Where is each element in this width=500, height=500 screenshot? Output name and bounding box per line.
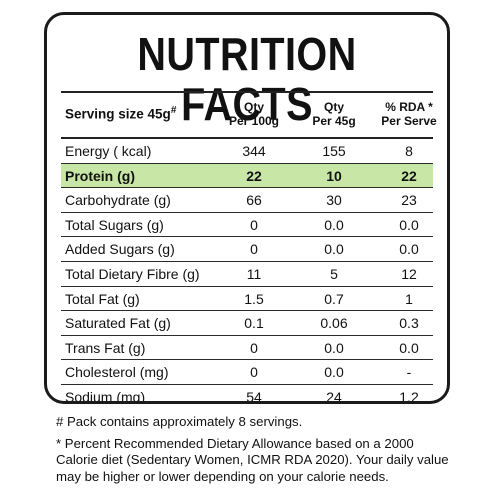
qty-per-100g: 0 xyxy=(250,364,258,381)
nutrient-name: Saturated Fat (g) xyxy=(65,315,171,332)
table-row: Protein (g) 22 10 22 xyxy=(61,163,433,189)
nutrient-name: Total Dietary Fibre (g) xyxy=(65,265,200,282)
nutrient-name: Protein (g) xyxy=(65,167,135,184)
qty-per-45g: 24 xyxy=(326,388,342,404)
qty-per-45g: 0.7 xyxy=(324,290,344,307)
rda-per-serve: 0.0 xyxy=(399,339,419,356)
rda-per-serve: 0.0 xyxy=(399,241,419,258)
table-row: Total Fat (g) 1.5 0.7 1 xyxy=(61,287,433,312)
table-row: Cholesterol (mg) 0 0.0 - xyxy=(61,360,433,385)
nutrient-name: Energy ( kcal) xyxy=(65,143,152,159)
qty-per-100g: 54 xyxy=(246,388,262,404)
qty-per-45g: 155 xyxy=(322,143,346,159)
rda-per-serve: 12 xyxy=(401,265,417,282)
rda-per-serve: 0.0 xyxy=(399,216,419,233)
header-rda-per-serve: % RDA * Per Serve xyxy=(381,100,437,128)
qty-per-100g: 22 xyxy=(246,167,262,184)
qty-per-45g: 0.0 xyxy=(324,364,344,381)
nutrient-name: Total Fat (g) xyxy=(65,290,140,307)
nutrition-facts-panel: NUTRITION FACTS Serving size 45g# Qty Per… xyxy=(44,12,450,404)
rda-per-serve: 1 xyxy=(405,290,413,307)
rda-per-serve: 0.3 xyxy=(399,315,419,332)
qty-per-100g: 0 xyxy=(250,241,258,258)
rda-per-serve: 23 xyxy=(401,192,417,209)
table-row: Sodium (mg) 54 24 1.2 xyxy=(61,385,433,404)
table-row: Total Sugars (g) 0 0.0 0.0 xyxy=(61,213,433,238)
footnote-servings: # Pack contains approximately 8 servings… xyxy=(56,414,303,429)
rda-per-serve: 8 xyxy=(405,143,413,159)
table-header: Serving size 45g# Qty Per 100g Qty Per 45g… xyxy=(61,97,437,137)
rda-per-serve: 1.2 xyxy=(399,388,419,404)
nutrient-name: Cholesterol (mg) xyxy=(65,364,169,381)
header-qty-per-100g: Qty Per 100g xyxy=(228,100,280,128)
rda-per-serve: - xyxy=(406,364,412,381)
table-row: Trans Fat (g) 0 0.0 0.0 xyxy=(61,336,433,361)
nutrient-name: Carbohydrate (g) xyxy=(65,192,171,209)
qty-per-100g: 0.1 xyxy=(244,315,264,332)
qty-per-100g: 344 xyxy=(242,143,266,159)
qty-per-100g: 11 xyxy=(246,265,262,282)
qty-per-100g: 1.5 xyxy=(244,290,264,307)
qty-per-45g: 0.0 xyxy=(324,241,344,258)
nutrient-name: Trans Fat (g) xyxy=(65,339,146,356)
table-row: Saturated Fat (g) 0.1 0.06 0.3 xyxy=(61,311,433,336)
table-row: Total Dietary Fibre (g) 11 5 12 xyxy=(61,262,433,287)
rda-per-serve: 22 xyxy=(401,167,417,184)
table-row: Added Sugars (g) 0 0.0 0.0 xyxy=(61,237,433,262)
panel-title: NUTRITION FACTS xyxy=(137,28,357,130)
qty-per-100g: 0 xyxy=(250,216,258,233)
qty-per-45g: 30 xyxy=(326,192,342,209)
qty-per-45g: 10 xyxy=(326,167,342,184)
nutrient-name: Sodium (mg) xyxy=(65,388,146,404)
nutrient-rows: Energy ( kcal) 344 155 8 Protein (g) 22 10 22 Ca… xyxy=(61,139,433,404)
qty-per-45g: 0.0 xyxy=(324,216,344,233)
nutrient-name: Added Sugars (g) xyxy=(65,241,175,258)
footnotes: # Pack contains approximately 8 servings… xyxy=(56,414,456,490)
table-row: Energy ( kcal) 344 155 8 xyxy=(61,139,433,164)
qty-per-100g: 0 xyxy=(250,339,258,356)
header-qty-per-45g: Qty Per 45g xyxy=(312,100,356,128)
nutrient-name: Total Sugars (g) xyxy=(65,216,164,233)
footnote-rda: * Percent Recommended Dietary Allowance … xyxy=(56,435,449,484)
serving-size-label: Serving size 45g# xyxy=(65,105,177,122)
table-row: Carbohydrate (g) 66 30 23 xyxy=(61,188,433,213)
qty-per-45g: 0.06 xyxy=(320,315,348,332)
title-divider xyxy=(61,91,433,93)
header-divider xyxy=(61,137,433,139)
qty-per-45g: 0.0 xyxy=(324,339,344,356)
qty-per-45g: 5 xyxy=(330,265,338,282)
qty-per-100g: 66 xyxy=(246,192,262,209)
